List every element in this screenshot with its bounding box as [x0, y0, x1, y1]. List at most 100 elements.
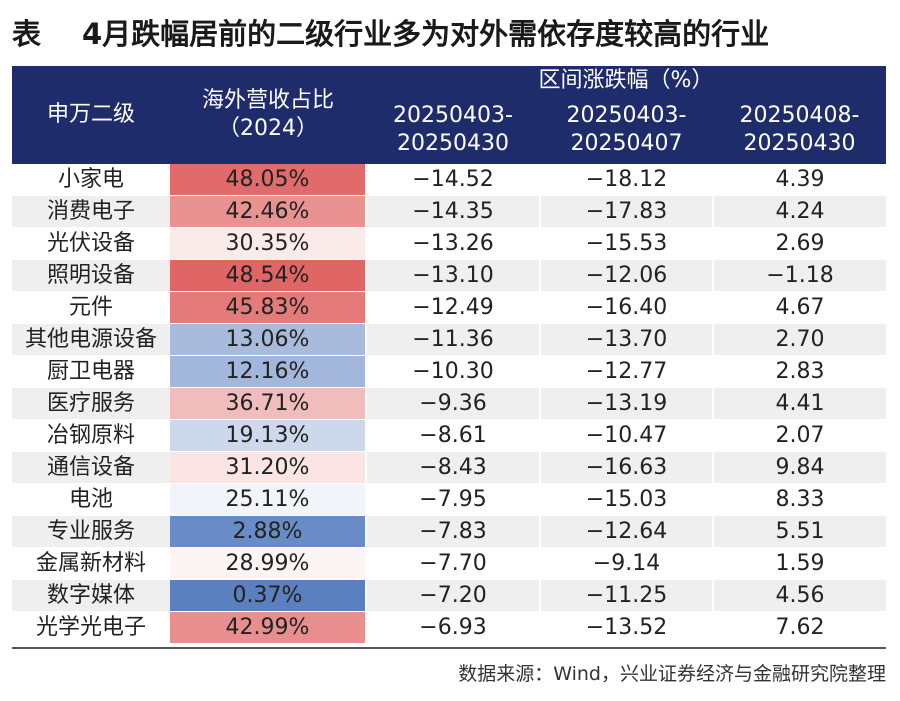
range-0403-0407-cell: −10.47 — [539, 419, 713, 452]
title-prefix: 表 — [12, 17, 42, 51]
table-row: 其他电源设备 13.06% −11.36 −13.70 2.70 — [12, 323, 887, 356]
industry-cell: 金属新材料 — [12, 547, 170, 580]
range-0403-0430-cell: −14.52 — [365, 164, 540, 196]
range-0408-0430-cell: 4.41 — [711, 387, 887, 420]
overseas-share-cell: 12.16% — [170, 355, 366, 388]
industry-table: 申万二级 海外营收占比 （2024） 区间涨跌幅（%） 20250403- 20… — [12, 66, 887, 644]
table-row: 专业服务 2.88% −7.83 −12.64 5.51 — [12, 515, 887, 548]
table-row: 光学光电子 42.99% −6.93 −13.52 7.62 — [12, 611, 887, 644]
overseas-share-cell: 48.54% — [170, 259, 366, 292]
table-row: 金属新材料 28.99% −7.70 −9.14 1.59 — [12, 547, 887, 580]
header-overseas-share: 海外营收占比 （2024） — [170, 66, 366, 164]
header-period-3-line1: 20250408- — [739, 103, 860, 128]
range-0403-0407-cell: −12.77 — [539, 355, 713, 388]
range-0403-0407-cell: −11.25 — [539, 579, 713, 612]
range-0403-0430-cell: −9.36 — [365, 387, 540, 420]
range-0403-0407-cell: −12.06 — [539, 259, 713, 292]
range-0403-0407-cell: −15.03 — [539, 483, 713, 516]
range-0408-0430-cell: 9.84 — [711, 451, 887, 484]
overseas-share-cell: 31.20% — [170, 451, 366, 484]
industry-cell: 厨卫电器 — [12, 355, 170, 388]
table-row: 电池 25.11% −7.95 −15.03 8.33 — [12, 483, 887, 516]
range-0403-0407-cell: −13.19 — [539, 387, 713, 420]
range-0403-0430-cell: −6.93 — [365, 611, 540, 644]
title-text: 4月跌幅居前的二级行业多为对外需依存度较高的行业 — [82, 17, 770, 51]
overseas-share-cell: 45.83% — [170, 291, 366, 324]
industry-cell: 通信设备 — [12, 451, 170, 484]
range-0403-0407-cell: −16.63 — [539, 451, 713, 484]
range-0403-0430-cell: −10.30 — [365, 355, 540, 388]
range-0403-0430-cell: −7.83 — [365, 515, 540, 548]
range-0408-0430-cell: 8.33 — [711, 483, 887, 516]
industry-cell: 光伏设备 — [12, 227, 170, 260]
industry-cell: 小家电 — [12, 164, 170, 196]
chart-title: 表 4月跌幅居前的二级行业多为对外需依存度较高的行业 — [12, 8, 892, 60]
industry-cell: 消费电子 — [12, 195, 170, 228]
range-0408-0430-cell: −1.18 — [711, 259, 887, 292]
header-period-1-line2: 20250430 — [397, 131, 509, 156]
industry-cell: 光学光电子 — [12, 611, 170, 644]
overseas-share-cell: 19.13% — [170, 419, 366, 452]
range-0408-0430-cell: 2.70 — [711, 323, 887, 356]
range-0403-0430-cell: −14.35 — [365, 195, 540, 228]
header-period-3-line2: 20250430 — [743, 131, 856, 156]
header-share-line2: （2024） — [218, 116, 318, 141]
range-0403-0430-cell: −11.36 — [365, 323, 540, 356]
range-0403-0430-cell: −13.10 — [365, 259, 540, 292]
overseas-share-cell: 2.88% — [170, 515, 366, 548]
industry-cell: 专业服务 — [12, 515, 170, 548]
range-0403-0430-cell: −8.61 — [365, 419, 540, 452]
overseas-share-cell: 30.35% — [170, 227, 366, 260]
overseas-share-cell: 28.99% — [170, 547, 366, 580]
industry-cell: 照明设备 — [12, 259, 170, 292]
range-0403-0430-cell: −13.26 — [365, 227, 540, 260]
overseas-share-cell: 36.71% — [170, 387, 366, 420]
range-0408-0430-cell: 1.59 — [711, 547, 887, 580]
range-0403-0407-cell: −12.64 — [539, 515, 713, 548]
table-body: 小家电 48.05% −14.52 −18.12 4.39 消费电子 42.46% −14.3… — [12, 164, 887, 644]
range-0403-0430-cell: −7.70 — [365, 547, 540, 580]
header-period-1: 20250403- 20250430 — [366, 96, 540, 164]
range-0403-0430-cell: −12.49 — [365, 291, 540, 324]
table-row: 元件 45.83% −12.49 −16.40 4.67 — [12, 291, 887, 324]
bottom-rule — [12, 647, 886, 649]
header-period-2-line1: 20250403- — [566, 103, 687, 128]
header-share-line1: 海外营收占比 — [201, 88, 334, 113]
table-row: 光伏设备 30.35% −13.26 −15.53 2.69 — [12, 227, 887, 260]
range-0408-0430-cell: 4.24 — [711, 195, 887, 228]
header-period-3: 20250408- 20250430 — [713, 96, 887, 164]
industry-cell: 电池 — [12, 483, 170, 516]
header-range-group: 区间涨跌幅（%） — [366, 66, 887, 96]
range-0403-0407-cell: −15.53 — [539, 227, 713, 260]
range-0403-0430-cell: −7.20 — [365, 579, 540, 612]
overseas-share-cell: 0.37% — [170, 579, 366, 612]
range-0408-0430-cell: 4.39 — [711, 164, 887, 196]
industry-cell: 医疗服务 — [12, 387, 170, 420]
table-row: 消费电子 42.46% −14.35 −17.83 4.24 — [12, 195, 887, 228]
range-0408-0430-cell: 7.62 — [711, 611, 887, 644]
overseas-share-cell: 25.11% — [170, 483, 366, 516]
industry-cell: 元件 — [12, 291, 170, 324]
range-0408-0430-cell: 5.51 — [711, 515, 887, 548]
range-0408-0430-cell: 2.07 — [711, 419, 887, 452]
range-0403-0407-cell: −9.14 — [539, 547, 713, 580]
range-0403-0407-cell: −16.40 — [539, 291, 713, 324]
table-row: 照明设备 48.54% −13.10 −12.06 −1.18 — [12, 259, 887, 292]
table-row: 冶钢原料 19.13% −8.61 −10.47 2.07 — [12, 419, 887, 452]
table-row: 小家电 48.05% −14.52 −18.12 4.39 — [12, 164, 887, 196]
table-row: 医疗服务 36.71% −9.36 −13.19 4.41 — [12, 387, 887, 420]
range-0403-0407-cell: −13.70 — [539, 323, 713, 356]
table-row: 厨卫电器 12.16% −10.30 −12.77 2.83 — [12, 355, 887, 388]
overseas-share-cell: 42.46% — [170, 195, 366, 228]
header-industry: 申万二级 — [12, 66, 170, 164]
range-0403-0430-cell: −7.95 — [365, 483, 540, 516]
table-row: 数字媒体 0.37% −7.20 −11.25 4.56 — [12, 579, 887, 612]
industry-cell: 其他电源设备 — [12, 323, 170, 356]
table-row: 通信设备 31.20% −8.43 −16.63 9.84 — [12, 451, 887, 484]
overseas-share-cell: 48.05% — [170, 164, 366, 196]
range-0403-0407-cell: −17.83 — [539, 195, 713, 228]
range-0408-0430-cell: 4.56 — [711, 579, 887, 612]
range-0408-0430-cell: 4.67 — [711, 291, 887, 324]
source-note: 数据来源：Wind，兴业证券经济与金融研究院整理 — [458, 663, 886, 685]
range-0403-0407-cell: −18.12 — [539, 164, 713, 196]
